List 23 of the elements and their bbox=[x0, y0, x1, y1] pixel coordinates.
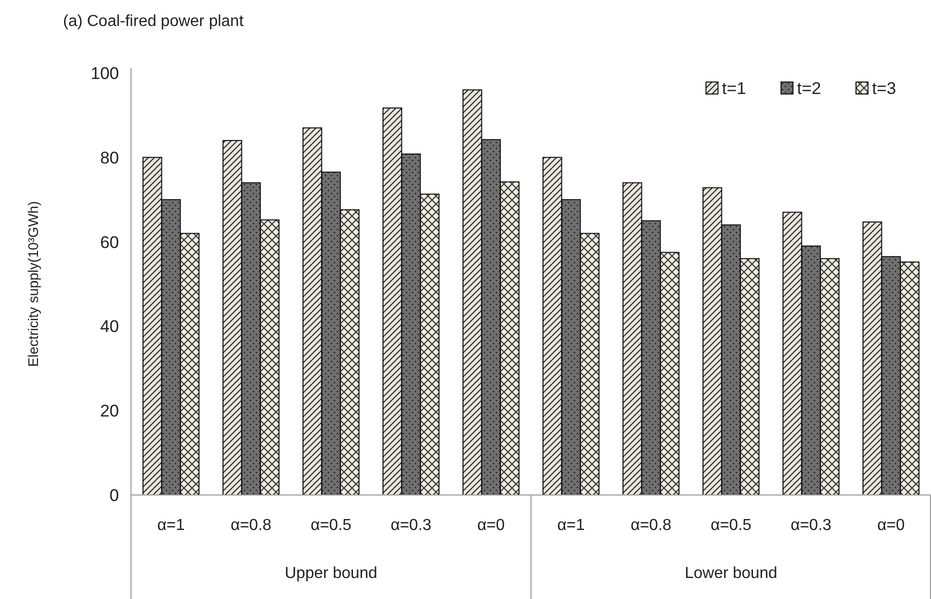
x-tick-label: α=0.3 bbox=[390, 517, 432, 534]
x-tick-label: α=1 bbox=[557, 517, 585, 534]
y-tick-label: 20 bbox=[100, 402, 119, 421]
x-tick-label: α=0.8 bbox=[630, 517, 672, 534]
text: Lower bound bbox=[684, 565, 778, 582]
x-tick-label: α=0 bbox=[877, 517, 905, 534]
y-tick-label: 40 bbox=[100, 317, 119, 336]
chart-title: (a) Coal-fired power plant bbox=[63, 13, 244, 30]
x-tick-label: α=0.3 bbox=[790, 517, 832, 534]
y-tick-label: 0 bbox=[110, 486, 119, 505]
legend-label: t=2 bbox=[797, 78, 822, 98]
y-tick-label: 100 bbox=[90, 64, 119, 83]
y-tick-label: 80 bbox=[100, 148, 119, 168]
x-tick-label: α=1 bbox=[157, 517, 185, 534]
x-tick-label: α=0.8 bbox=[230, 517, 272, 534]
x-tick-label: α=0 bbox=[477, 517, 505, 534]
legend-label: t=1 bbox=[722, 78, 746, 98]
y-axis-title: Electricity supply(10³GWh) bbox=[25, 201, 41, 367]
y-tick-label: 60 bbox=[100, 232, 119, 252]
x-tick-label: α=0.5 bbox=[310, 517, 352, 534]
text: Upper bound bbox=[284, 565, 378, 582]
legend-label: t=3 bbox=[872, 78, 896, 98]
x-tick-label: α=0.5 bbox=[710, 517, 752, 534]
